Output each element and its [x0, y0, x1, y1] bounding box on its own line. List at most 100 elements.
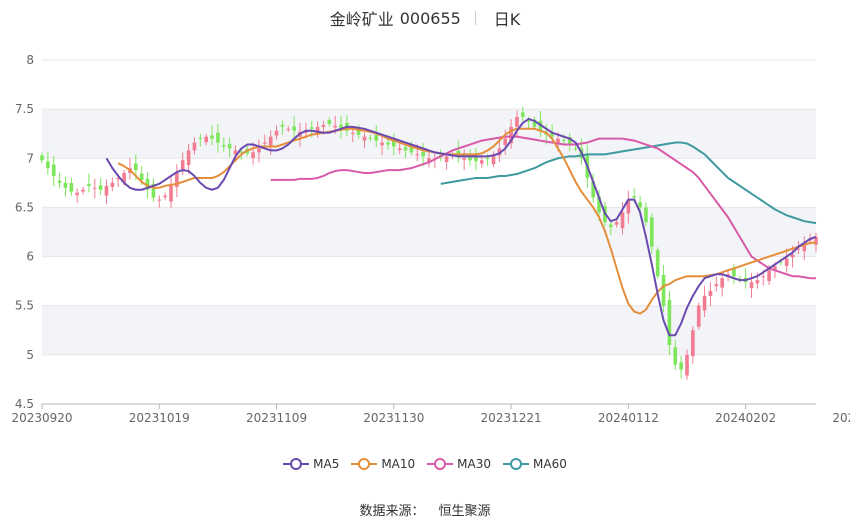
candle-body — [368, 137, 373, 139]
candle — [720, 271, 724, 297]
candle-body — [110, 182, 115, 187]
candle — [655, 247, 660, 280]
y-tick-label: 4.5 — [15, 397, 34, 411]
legend-marker-icon — [283, 458, 310, 470]
candle-body — [180, 160, 185, 170]
candle — [608, 220, 613, 235]
x-tick-label: 20231109 — [246, 411, 307, 425]
candle — [784, 248, 789, 273]
candle — [421, 143, 425, 167]
candle-body — [339, 124, 343, 129]
candle-body — [691, 330, 695, 357]
candle-body — [216, 132, 220, 143]
candle-body — [632, 196, 637, 198]
candle-body — [263, 142, 267, 144]
candle-body — [468, 157, 472, 161]
candle-body — [696, 305, 701, 327]
candle-body — [626, 199, 631, 214]
ma60-line — [440, 141, 817, 225]
candle-body — [802, 242, 807, 252]
candle-body — [532, 119, 537, 127]
source-label: 数据来源： — [359, 504, 425, 519]
candle — [368, 134, 373, 142]
candle-body — [175, 173, 179, 187]
candle-body — [661, 275, 666, 306]
candle — [251, 142, 255, 165]
candle-body — [386, 142, 390, 145]
candle-body — [134, 163, 138, 171]
candle-body — [315, 126, 320, 134]
candle — [392, 133, 396, 156]
candle-body — [479, 160, 484, 164]
candle — [339, 115, 343, 139]
candle — [81, 186, 85, 195]
candle-body — [380, 142, 384, 146]
candle — [468, 149, 472, 166]
candle-body — [397, 148, 402, 151]
candle — [362, 132, 367, 149]
candle-body — [667, 299, 672, 346]
candle-body — [796, 248, 801, 250]
candle — [51, 155, 56, 187]
candle — [274, 125, 279, 140]
legend-marker-circle — [358, 458, 371, 470]
candle-body — [257, 148, 261, 153]
y-tick-label: 7.5 — [15, 102, 34, 116]
candle-body — [51, 164, 56, 176]
candle-body — [708, 290, 713, 296]
candle-body — [356, 130, 361, 135]
candle-body — [227, 144, 232, 149]
stock-code: 000655 — [399, 8, 461, 28]
candle-body — [567, 137, 572, 144]
candle-body — [720, 278, 724, 288]
candle-body — [620, 212, 625, 229]
candle-body — [116, 177, 121, 180]
candle — [198, 133, 203, 147]
candle-body — [221, 144, 226, 147]
candle-body — [292, 126, 296, 131]
candle-body — [233, 150, 238, 155]
candle-body — [650, 217, 654, 247]
data-source: 数据来源： 恒生聚源 — [0, 500, 850, 519]
legend-item-ma5[interactable]: MA5 — [283, 457, 339, 471]
candle-body — [550, 132, 554, 137]
candle — [708, 282, 713, 306]
candle-body — [614, 222, 619, 225]
grid-band — [42, 207, 816, 257]
candle — [157, 195, 162, 208]
candle — [286, 125, 291, 133]
candle-body — [87, 183, 91, 186]
candle — [667, 290, 672, 356]
candle-body — [685, 354, 689, 376]
legend-item-ma10[interactable]: MA10 — [351, 457, 415, 471]
source-value: 恒生聚源 — [438, 504, 491, 519]
kline-chart[interactable]: 4.5 5 5.5 6 6.5 7 7.5 8 20230920 20231019 2023110… — [0, 0, 850, 440]
title-separator — [474, 11, 476, 25]
candle-body — [673, 347, 678, 365]
candle — [163, 192, 167, 201]
candle — [802, 236, 807, 260]
candle-body — [327, 120, 332, 124]
legend-item-ma30[interactable]: MA30 — [427, 457, 491, 471]
legend-label: MA60 — [533, 457, 567, 471]
candle — [474, 147, 478, 171]
legend-label: MA30 — [457, 457, 492, 471]
legend-label: MA5 — [313, 457, 340, 471]
candle — [403, 143, 408, 159]
candle — [679, 355, 683, 379]
candle-body — [204, 136, 208, 143]
ma10-line — [117, 127, 816, 315]
candle-body — [655, 250, 660, 277]
candle-body — [92, 187, 97, 189]
candle — [685, 349, 689, 380]
legend-item-ma60[interactable]: MA60 — [503, 457, 567, 471]
candle — [532, 116, 537, 130]
candle-body — [503, 138, 508, 145]
candle — [380, 133, 384, 156]
y-tick-label: 8 — [26, 53, 34, 67]
candle-body — [814, 236, 818, 245]
candle-body — [309, 127, 314, 129]
candle — [104, 179, 109, 205]
candle-body — [392, 139, 396, 147]
candle-body — [732, 268, 736, 277]
